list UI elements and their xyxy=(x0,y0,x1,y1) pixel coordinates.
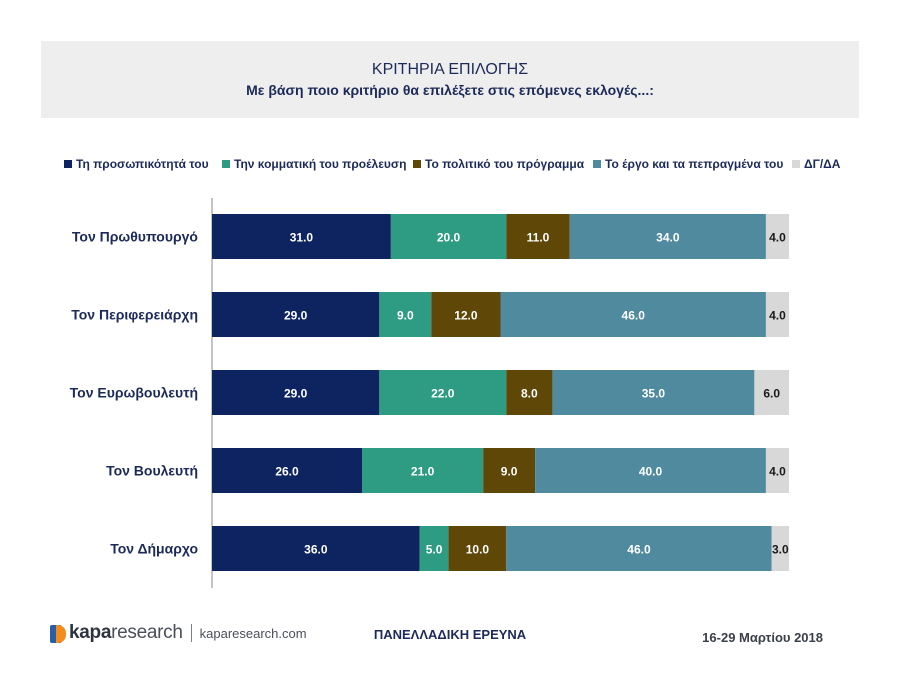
stacked-bar-chart: Τον Πρωθυπουργό 31.0 20.0 11.0 34.0 4.0 Τον Πε… xyxy=(70,198,789,588)
survey-label: ΠΑΝΕΛΛΑΔΙΚΗ ΕΡΕΥΝΑ xyxy=(373,627,527,642)
data-label: 26.0 xyxy=(275,465,299,479)
legend-item-dk-na: ΔΓ/ΔΑ xyxy=(792,157,840,171)
legend-label: ΔΓ/ΔΑ xyxy=(804,157,841,171)
survey-date: 16-29 Μαρτίου 2018 xyxy=(702,630,823,645)
data-label: 8.0 xyxy=(521,387,538,401)
category-label: Τον Βουλευτή xyxy=(106,463,198,479)
legend-swatch xyxy=(792,160,800,168)
kapa-research-logo: kaparesearch kaparesearch.com xyxy=(50,622,307,644)
bar-segment xyxy=(379,292,432,337)
data-label: 34.0 xyxy=(656,231,680,245)
data-label: 5.0 xyxy=(426,543,443,557)
bar-segment xyxy=(483,448,536,493)
legend-item-program: Το πολιτικό του πρόγραμμα xyxy=(413,157,584,171)
kapa-logo-icon xyxy=(50,622,66,644)
bar-segment xyxy=(771,526,789,571)
bar-segment xyxy=(431,292,501,337)
title-box: ΚΡΙΤΗΡΙΑ ΕΠΙΛΟΓΗΣ Με βάση ποιο κριτήριο … xyxy=(41,41,859,118)
legend-label: Το έργο και τα πεπραγμένα του xyxy=(605,157,784,171)
category-label: Τον Δήμαρχο xyxy=(110,541,198,557)
bar-segment xyxy=(506,214,570,259)
data-label: 22.0 xyxy=(431,387,455,401)
data-label: 6.0 xyxy=(763,387,780,401)
logo-wordmark: kaparesearch xyxy=(69,622,183,643)
legend: Τη προσωπικότητά του Την κομματική του π… xyxy=(0,157,900,175)
bar-segment xyxy=(535,448,766,493)
bar-segment xyxy=(212,214,391,259)
legend-swatch xyxy=(222,160,230,168)
bar-segment xyxy=(765,292,789,337)
bar-segment xyxy=(506,370,553,415)
data-label: 3.0 xyxy=(772,543,789,557)
bar-segment xyxy=(765,448,789,493)
data-label: 9.0 xyxy=(501,465,518,479)
bar-segment xyxy=(500,292,766,337)
legend-label: Τη προσωπικότητά του xyxy=(76,157,209,171)
data-label: 31.0 xyxy=(290,231,314,245)
bar-segment xyxy=(765,214,789,259)
legend-swatch xyxy=(64,160,72,168)
legend-item-work: Το έργο και τα πεπραγμένα του xyxy=(593,157,783,171)
bar-segment xyxy=(212,292,380,337)
bar-segment xyxy=(390,214,507,259)
bar-segment xyxy=(552,370,755,415)
legend-label: Την κομματική του προέλευση xyxy=(234,157,407,171)
data-label: 4.0 xyxy=(769,309,786,323)
category-label: Τον Περιφερειάρχη xyxy=(71,307,198,323)
data-label: 46.0 xyxy=(627,543,651,557)
bar-segment xyxy=(448,526,507,571)
chart-subtitle: Με βάση ποιο κριτήριο θα επιλέξετε στις … xyxy=(246,82,654,98)
bar-segment xyxy=(569,214,766,259)
legend-item-party: Την κομματική του προέλευση xyxy=(222,157,406,171)
legend-swatch xyxy=(593,160,601,168)
data-label: 11.0 xyxy=(527,231,550,245)
data-label: 29.0 xyxy=(284,387,308,401)
data-label: 9.0 xyxy=(397,309,414,323)
bar-segment xyxy=(419,526,449,571)
data-label: 4.0 xyxy=(769,231,786,245)
bar-segment xyxy=(506,526,772,571)
data-label: 40.0 xyxy=(639,465,663,479)
data-label: 35.0 xyxy=(642,387,666,401)
logo-url: kaparesearch.com xyxy=(199,625,307,641)
legend-label: Το πολιτικό του πρόγραμμα xyxy=(425,157,585,171)
chart-title: ΚΡΙΤΗΡΙΑ ΕΠΙΛΟΓΗΣ xyxy=(371,61,529,78)
bar-segment xyxy=(379,370,507,415)
data-label: 12.0 xyxy=(454,309,478,323)
data-label: 4.0 xyxy=(769,465,786,479)
legend-item-personality: Τη προσωπικότητά του xyxy=(64,157,209,171)
bar-segment xyxy=(212,370,380,415)
logo-divider xyxy=(190,624,192,642)
data-label: 36.0 xyxy=(304,543,328,557)
bar-segment xyxy=(212,448,363,493)
data-label: 10.0 xyxy=(466,543,490,557)
bar-segment xyxy=(754,370,789,415)
bar-segment xyxy=(212,526,420,571)
data-label: 20.0 xyxy=(437,231,461,245)
data-label: 46.0 xyxy=(622,309,646,323)
legend-swatch xyxy=(413,160,421,168)
bar-segment xyxy=(362,448,484,493)
data-label: 29.0 xyxy=(284,309,308,323)
category-label: Τον Πρωθυπουργό xyxy=(72,229,198,245)
category-label: Τον Ευρωβουλευτή xyxy=(70,385,198,401)
data-label: 21.0 xyxy=(411,465,435,479)
